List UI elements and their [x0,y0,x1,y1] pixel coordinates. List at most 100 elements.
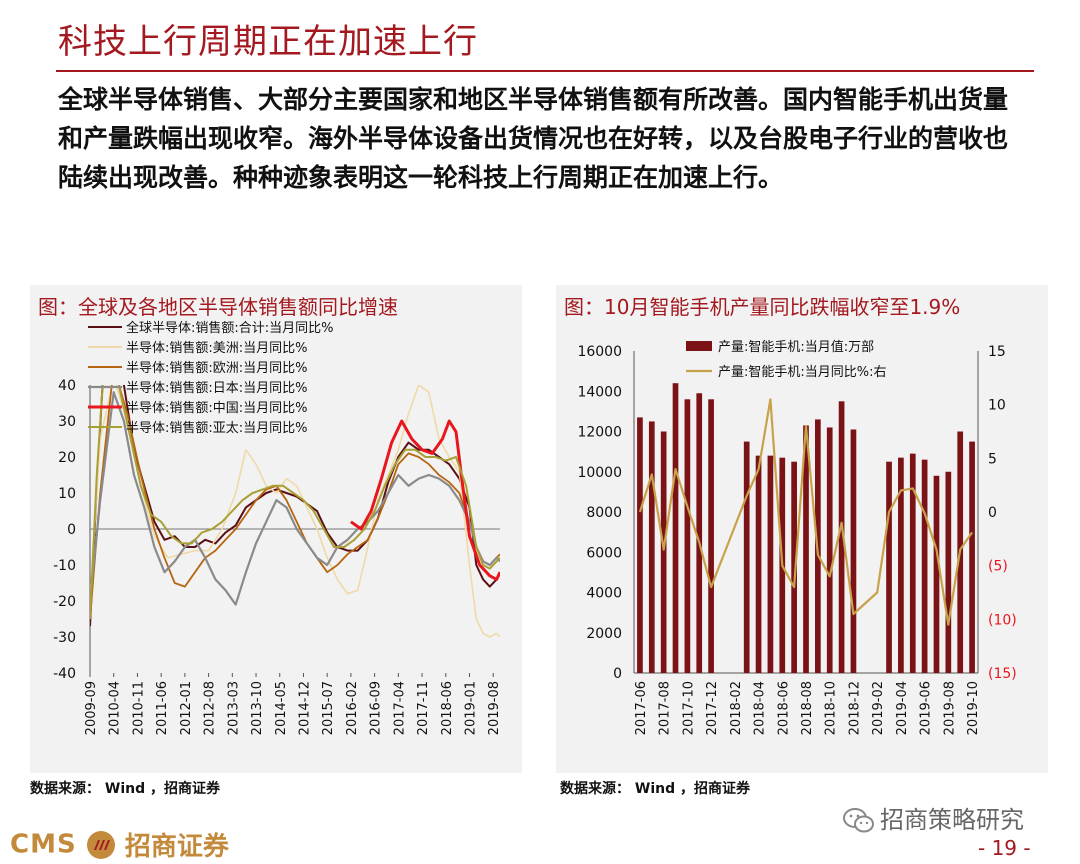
legend-label: 全球半导体:销售额:合计:当月同比% [126,320,334,336]
bar-2017-09 [672,383,679,673]
right-chart-title: 图：10月智能手机产量同比跌幅收窄至1.9% [564,295,961,319]
bar-2019-10 [969,441,975,673]
semiconductor-sales-chart: -40 -30 -20 -10 0 10 20 30 40 2009-09 2010-04 2010-… [53,320,502,735]
series-line-4 [90,391,500,606]
x-tick-label: 2019-02 [871,681,886,735]
plot-area [90,385,500,638]
bar-2019-05 [909,453,916,673]
bar-2018-07 [791,461,797,673]
x-tick-label: 2019-01 [464,681,479,735]
x-tick-label: 2009-09 [84,681,99,735]
wechat-icon [843,808,874,833]
y-tick-label: 8000 [586,505,622,521]
x-tick-label: 2018-08 [800,681,815,735]
y-tick-label: 30 [58,414,76,430]
series-line-5 [350,419,500,581]
legend-label: 半导体:销售额:美洲:当月同比% [126,340,308,356]
y-tick-label: 6000 [586,545,622,561]
bar-2018-05 [767,455,774,673]
x-tick-label: 2016-09 [369,681,384,735]
x-tick-label: 2015-07 [321,681,336,735]
x-tick-label: 2012-01 [179,681,194,735]
x-tick-label: 2012-08 [203,681,218,735]
y2-tick-label: (5) [988,559,1008,575]
bar-2019-06 [921,459,928,673]
series-line-6 [90,385,500,620]
x-tick-label: 2018-10 [824,681,839,735]
logo-emblem-icon [86,830,115,859]
y-tick-label: 10000 [577,465,622,481]
y2-tick-label: (15) [988,666,1017,682]
series-line-2 [90,385,500,638]
x-tick-label: 2018-04 [753,681,768,735]
legend-label-bar: 产量:智能手机:当月值:万部 [718,339,874,355]
x-tick-label: 2014-12 [297,681,312,735]
x-tick-label: 2019-10 [966,681,981,735]
x-tick-label: 2017-11 [416,681,431,735]
x-tick-label: 2019-04 [895,681,910,735]
y-tick-label: 0 [67,522,76,538]
left-chart-title: 图：全球及各地区半导体销售额同比增速 [38,295,398,319]
y2-tick-label: 0 [988,505,997,521]
wechat-account-name: 招商策略研究 [880,806,1024,834]
x-tick-label: 2013-03 [226,681,241,735]
cms-logo: CMS 招商证券 [10,826,229,863]
legend-swatch-bar [686,341,712,351]
bar-2017-08 [660,431,667,673]
series-line-1 [90,385,500,627]
bar-2019-04 [898,457,904,673]
y-tick-label: 40 [58,378,76,394]
x-tick-label: 2017-12 [705,681,720,735]
y-tick-label: -30 [53,630,76,646]
x-tick-label: 2013-10 [250,681,265,735]
y-tick-label: 10 [58,486,76,502]
logo-cn-text: 招商证券 [124,832,229,862]
x-tick-label: 2019-08 [942,681,957,735]
x-tick-label: 2018-06 [776,681,791,735]
bar-2017-10 [684,399,691,673]
bar-2018-12 [850,429,857,673]
y-tick-label: -40 [53,666,76,682]
smartphone-production-chart: 0 2000 4000 6000 8000 10000 12000 14000 16000 15 1… [577,339,1017,735]
y2-tick-label: 10 [988,398,1006,414]
page-title: 科技上行周期正在加速上行 [58,22,478,62]
legend-label-line: 产量:智能手机:当月同比%:右 [718,365,887,380]
bar-2019-07 [933,475,940,673]
title-rule [56,70,1034,72]
bar-2017-06 [637,417,643,673]
right-chart-source: 数据来源： Wind ，招商证券 [560,781,750,797]
right-chart-panel: 图：10月智能手机产量同比跌幅收窄至1.9% 0 2000 4000 6000 8000… [556,285,1048,773]
y-tick-label: 2000 [586,626,622,642]
x-tick-label: 2017-04 [392,681,407,735]
bar-2018-03 [743,441,750,673]
legend-label: 半导体:销售额:亚太:当月同比% [126,420,308,436]
x-tick-label: 2017-06 [634,681,649,735]
x-tick-label: 2010-11 [131,681,146,735]
yoy-line [638,398,974,626]
legend: 全球半导体:销售额:合计:当月同比% 半导体:销售额:美洲:当月同比% 半导体:销售… [88,320,334,436]
bar-2018-10 [826,427,833,673]
y-tick-label: -20 [53,594,76,610]
x-tick-label: 2019-06 [919,681,934,735]
bar-2017-11 [696,393,703,673]
bar-2017-12 [708,399,714,673]
y-tick-label: 14000 [577,384,622,400]
bar-2018-08 [803,425,809,673]
x-tick-label: 2014-05 [274,681,289,735]
y-tick-label: 16000 [577,344,622,360]
x-tick-label: 2017-10 [681,681,696,735]
bar-2018-11 [838,401,845,673]
bar-2017-07 [648,421,655,673]
y-tick-label: 12000 [577,425,622,441]
y2-tick-label: 5 [988,451,997,467]
x-tick-label: 2018-02 [729,681,744,735]
y-tick-label: 20 [58,450,76,466]
logo-cms-text: CMS [10,829,77,860]
y-tick-label: 0 [613,666,622,682]
bar-2019-03 [886,461,892,673]
y-tick-label: 4000 [586,586,622,602]
x-tick-label: 2017-08 [658,681,673,735]
x-tick-label: 2018-06 [440,681,455,735]
y-tick-label: -10 [53,558,76,574]
